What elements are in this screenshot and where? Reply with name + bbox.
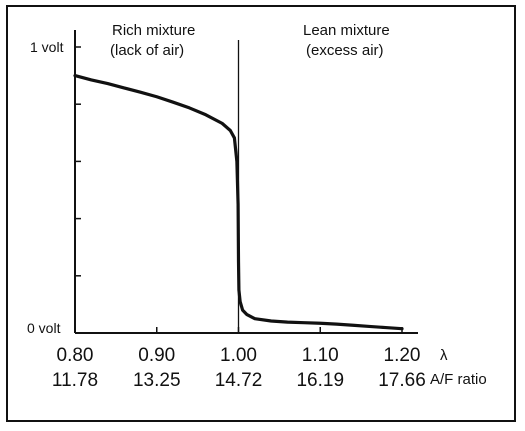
y-label-1-volt: 1 volt xyxy=(30,39,64,55)
y-label-0-volt: 0 volt xyxy=(27,320,61,336)
x-tick-label-lambda: 1.00 xyxy=(220,345,257,366)
lack-of-air-label: (lack of air) xyxy=(110,42,184,59)
x-tick-label-lambda: 1.20 xyxy=(384,345,421,366)
x-tick-label-af-ratio: 13.25 xyxy=(133,370,181,391)
chart-frame xyxy=(6,5,516,422)
x-tick-label-af-ratio: 16.19 xyxy=(296,370,344,391)
excess-air-label: (excess air) xyxy=(306,42,384,59)
x-tick-label-af-ratio: 17.66 xyxy=(378,370,426,391)
af-ratio-axis-label: A/F ratio xyxy=(430,371,487,388)
x-tick-label-lambda: 0.90 xyxy=(138,345,175,366)
x-tick-label-lambda: 0.80 xyxy=(57,345,94,366)
lambda-axis-label: λ xyxy=(440,347,448,364)
lean-mixture-label: Lean mixture xyxy=(303,22,390,39)
x-tick-label-lambda: 1.10 xyxy=(302,345,339,366)
x-tick-label-af-ratio: 14.72 xyxy=(215,370,263,391)
x-tick-label-af-ratio: 11.78 xyxy=(52,370,98,391)
rich-mixture-label: Rich mixture xyxy=(112,22,195,39)
voltage-curve xyxy=(73,74,404,331)
